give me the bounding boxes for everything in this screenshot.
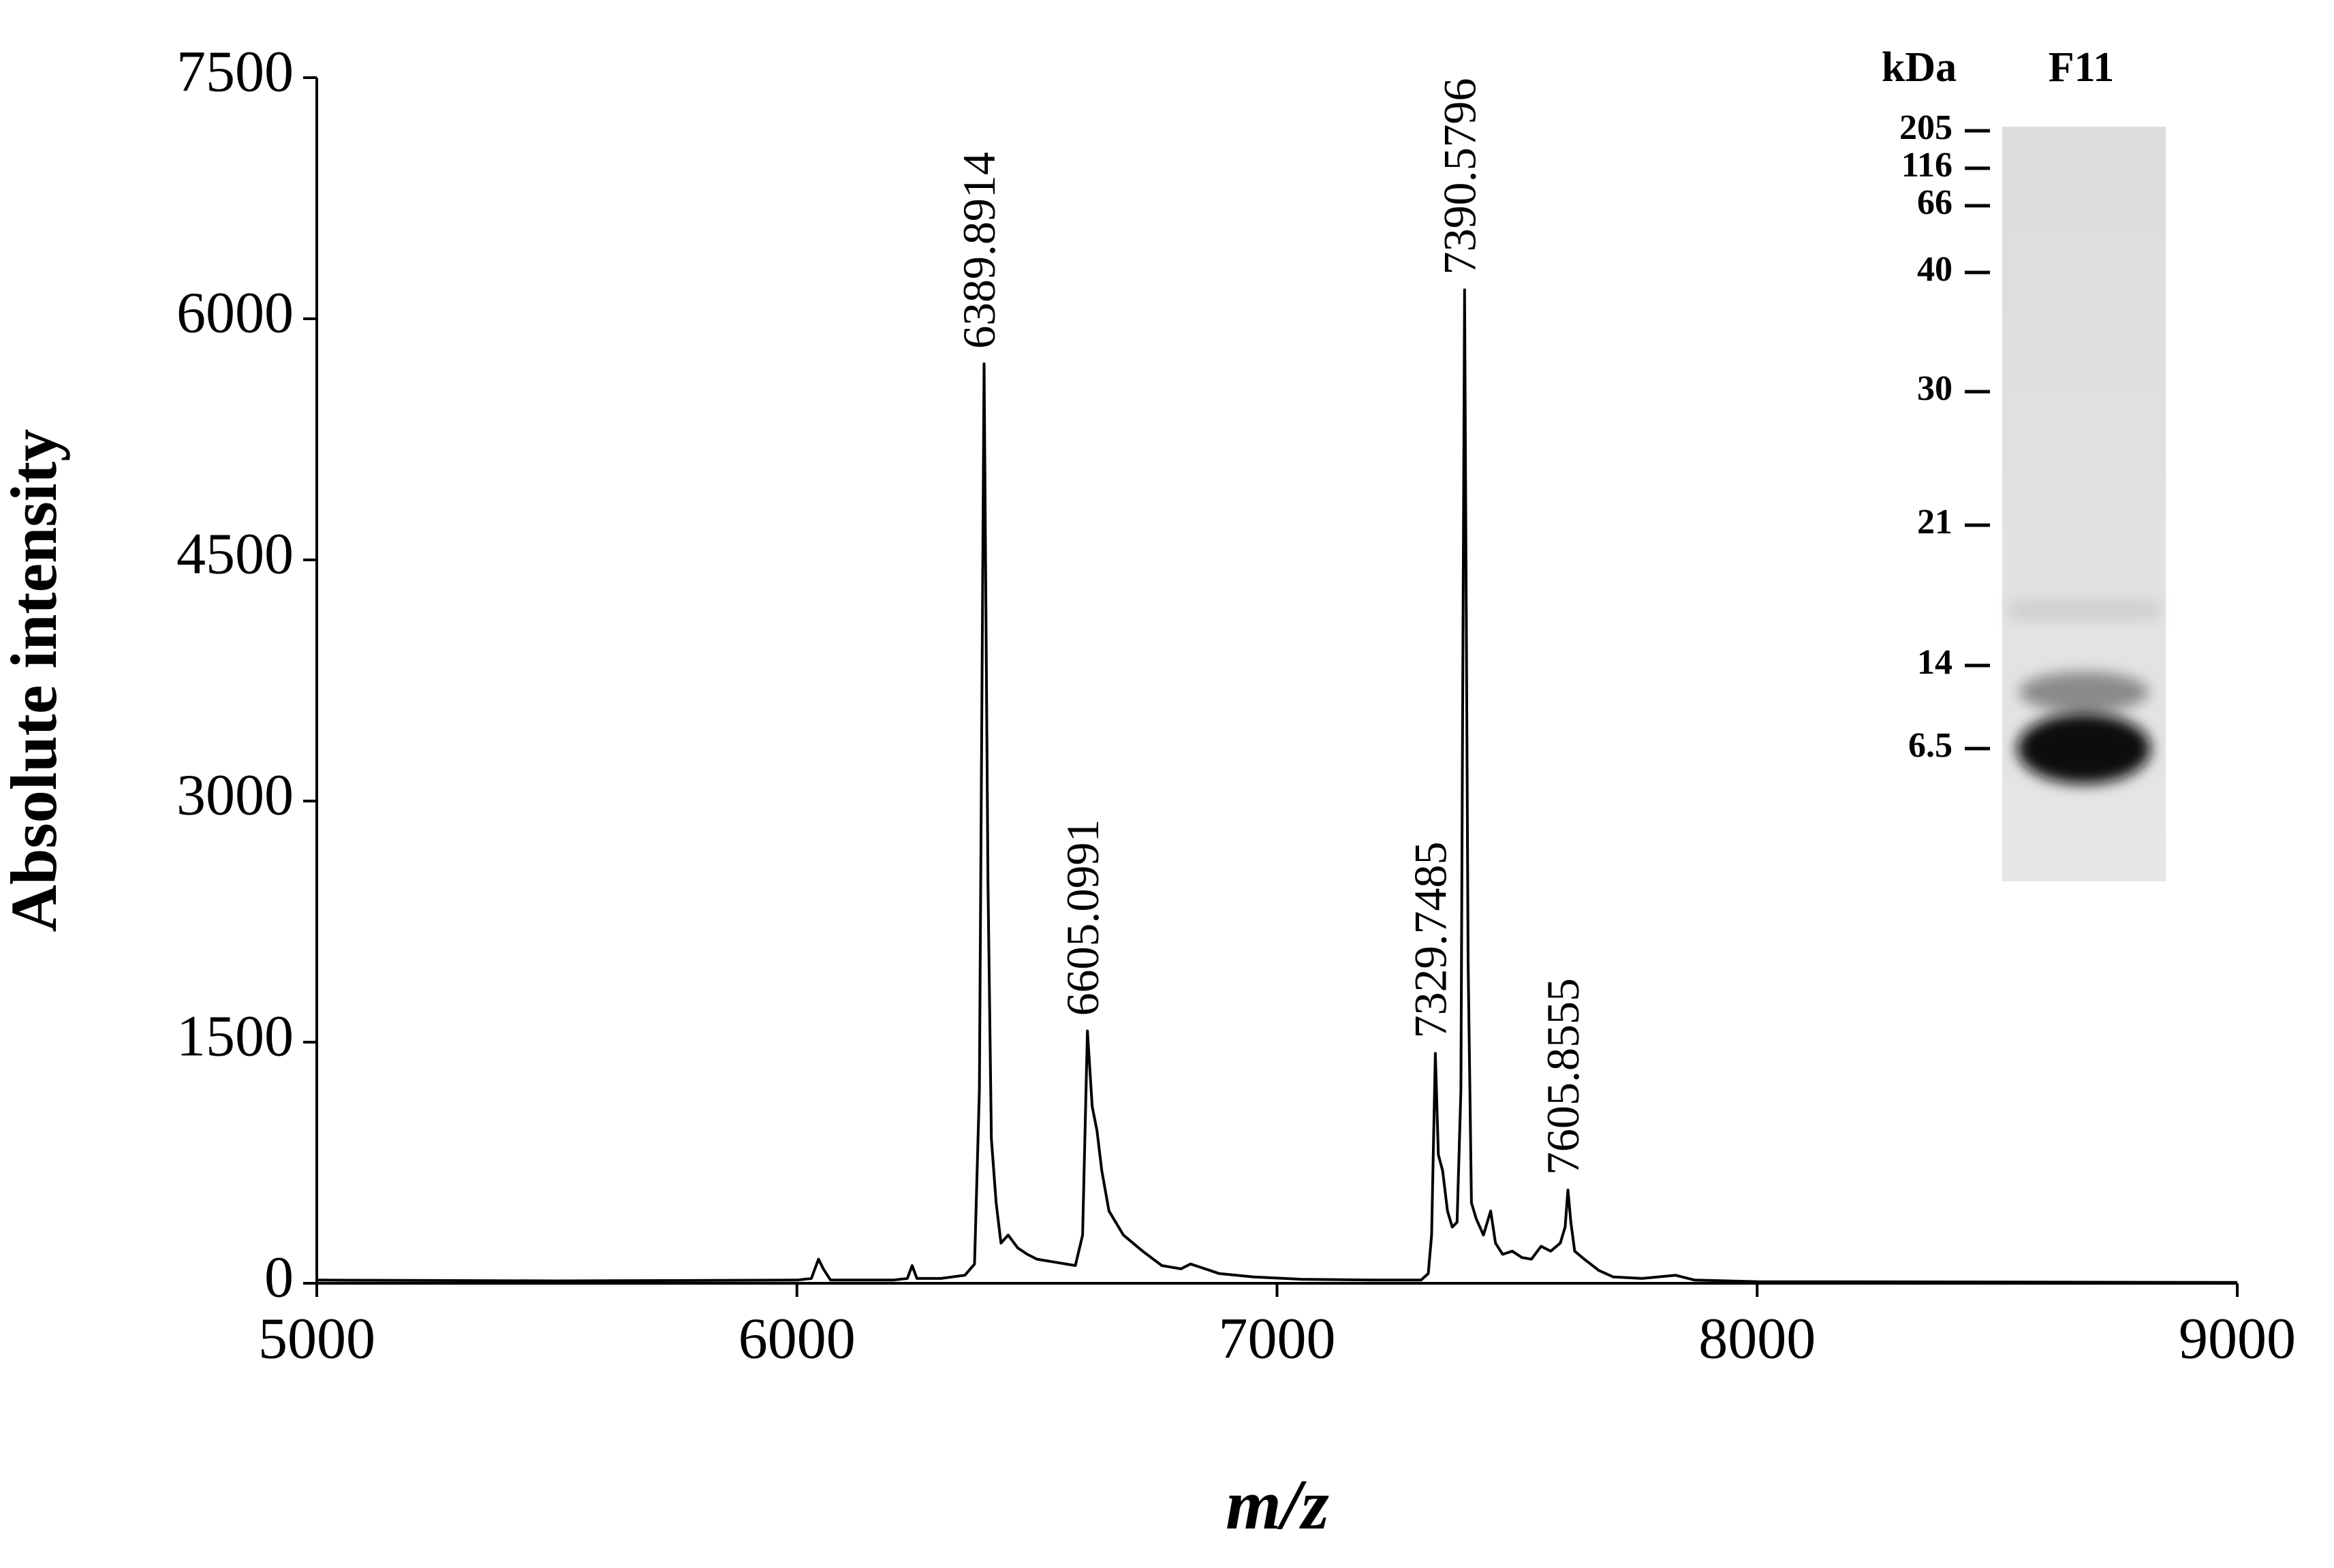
peak-label: 7605.8555 <box>1537 978 1589 1175</box>
gel-marker-label: 116 <box>1901 146 1952 185</box>
x-tick-label: 6000 <box>738 1306 856 1371</box>
y-axis-label: Absolute intensity <box>0 429 70 932</box>
peak-label: 7390.5796 <box>1433 78 1485 275</box>
spectrum-line <box>316 288 2238 1284</box>
x-tick-label: 7000 <box>1219 1306 1336 1371</box>
y-tick-label: 0 <box>264 1244 294 1310</box>
y-tick-label: 6000 <box>176 280 294 345</box>
gel-inset: kDa F11 <box>1882 44 2166 881</box>
gel-marker-label: 14 <box>1917 643 1952 682</box>
gel-unit-label: kDa <box>1882 44 1957 91</box>
peak-label: 6389.8914 <box>953 152 1005 349</box>
y-tick-label: 4500 <box>176 521 294 586</box>
gel-marker-label: 205 <box>1899 108 1952 147</box>
peak-label: 7329.7485 <box>1404 842 1456 1039</box>
y-tick-label: 7500 <box>176 39 294 104</box>
gel-marker-label: 40 <box>1917 250 1952 289</box>
gel-band <box>2017 713 2151 784</box>
x-tick-label: 5000 <box>258 1306 375 1371</box>
gel-marker-label: 21 <box>1917 503 1952 542</box>
y-tick-label: 3000 <box>176 762 294 828</box>
gel-marker-label: 66 <box>1917 183 1952 222</box>
gel-band <box>2019 672 2149 712</box>
x-axis-label: m/z <box>1226 1464 1329 1544</box>
x-tick-label: 8000 <box>1698 1306 1816 1371</box>
gel-marker-label: 30 <box>1917 369 1952 408</box>
peak-label: 6605.0991 <box>1057 819 1108 1016</box>
gel-band <box>2010 599 2158 620</box>
gel-lane-label: F11 <box>2049 44 2114 91</box>
gel-marker-label: 6.5 <box>1908 726 1952 765</box>
y-tick-label: 1500 <box>176 1003 294 1069</box>
x-tick-label: 9000 <box>2179 1306 2296 1371</box>
